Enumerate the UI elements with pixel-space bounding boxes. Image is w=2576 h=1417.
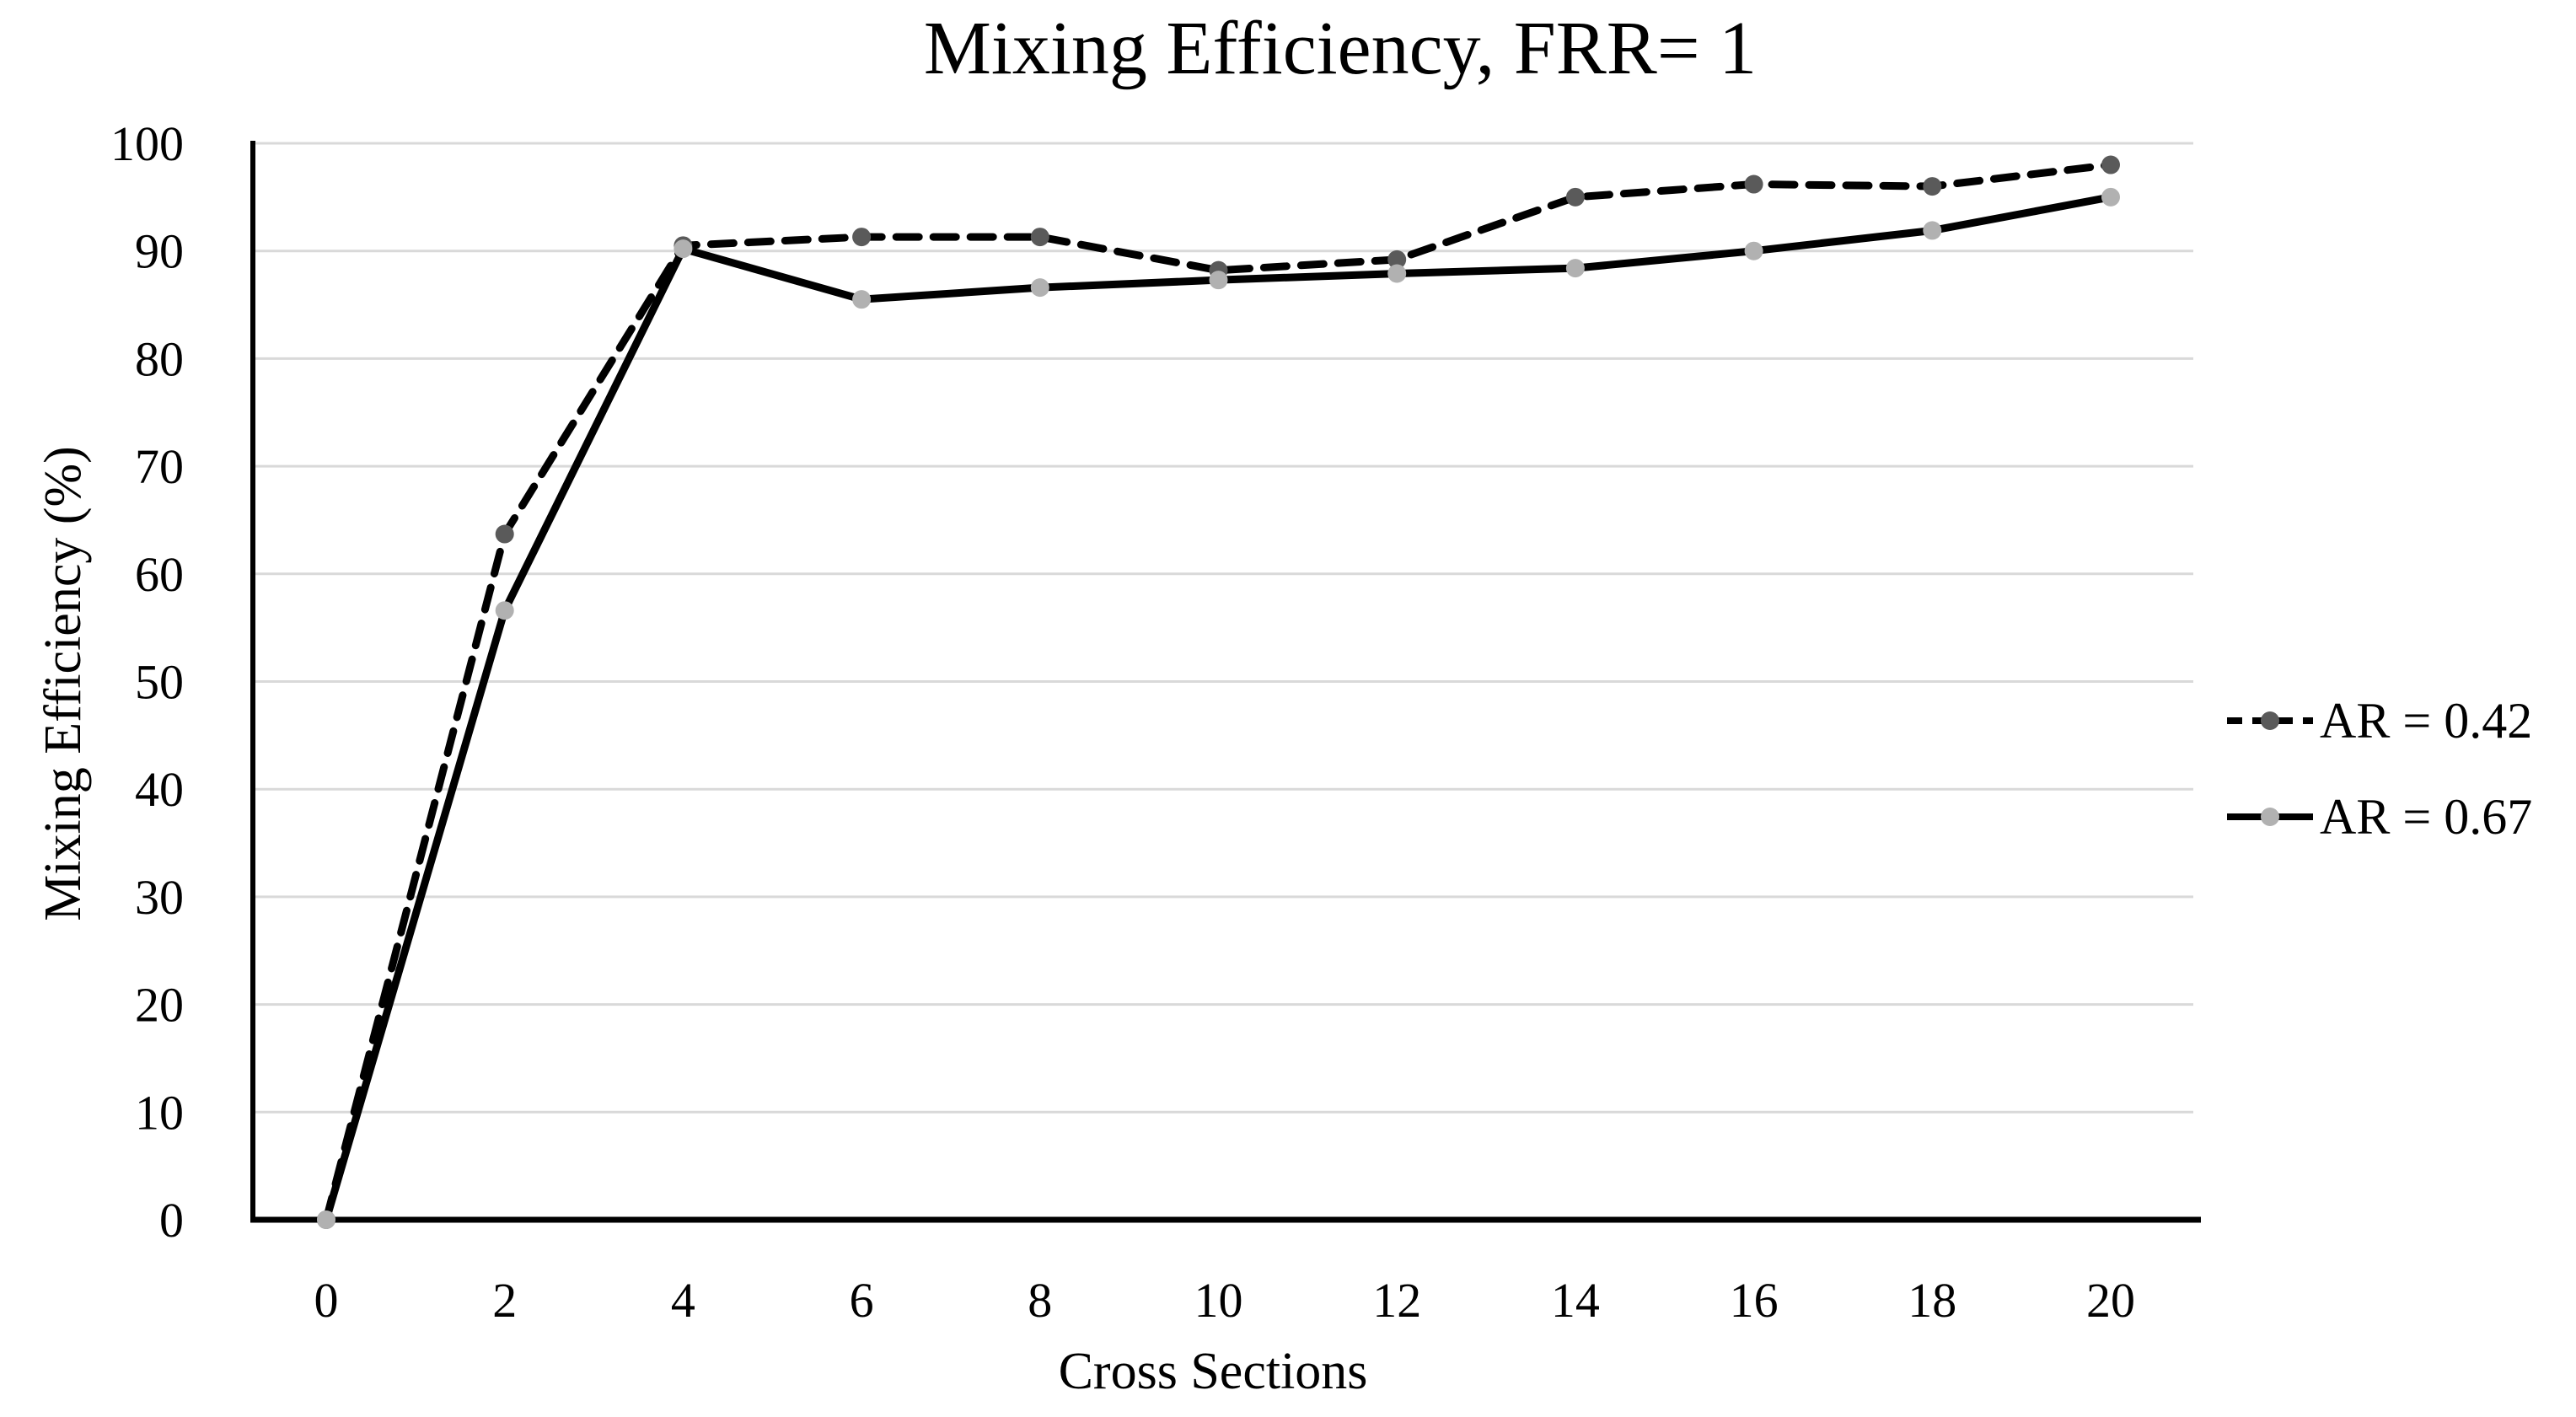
legend-label-ar-042: AR = 0.42 [2320,692,2533,749]
legend-sample-marker [2261,808,2279,826]
y-tick-label-50: 50 [135,655,184,710]
legend: AR = 0.42 AR = 0.67 [2227,690,2532,848]
y-tick-label-30: 30 [135,870,184,925]
y-tick-label-20: 20 [135,978,184,1033]
data-point-ar-0.67-x2 [495,601,514,620]
data-point-ar-0.67-x20 [2101,187,2120,207]
data-point-ar-0.42-x8 [1030,228,1049,247]
data-point-ar-0.67-x0 [317,1210,335,1229]
y-tick-label-10: 10 [135,1085,184,1140]
legend-item-ar-067: AR = 0.67 [2227,786,2532,848]
y-tick-label-60: 60 [135,547,184,602]
data-point-ar-0.67-x12 [1387,264,1407,283]
x-tick-label-0: 0 [314,1273,339,1328]
x-tick-label-18: 18 [1908,1273,1956,1328]
data-point-ar-0.67-x18 [1923,221,1942,240]
x-tick-label-4: 4 [671,1273,695,1328]
data-point-ar-0.42-x14 [1565,187,1585,207]
x-tick-label-10: 10 [1194,1273,1243,1328]
data-point-ar-0.67-x10 [1209,271,1228,290]
x-tick-label-20: 20 [2086,1273,2135,1328]
y-tick-label-40: 40 [135,762,184,817]
data-point-ar-0.42-x6 [852,228,872,247]
data-point-ar-0.67-x16 [1744,241,1763,260]
data-point-ar-0.67-x6 [852,290,872,309]
x-tick-label-14: 14 [1551,1273,1600,1328]
y-tick-label-80: 80 [135,331,184,386]
x-tick-label-16: 16 [1730,1273,1779,1328]
y-tick-label-100: 100 [110,116,184,171]
y-tick-label-70: 70 [135,439,184,494]
data-point-ar-0.42-x20 [2101,155,2120,174]
legend-label-ar-067: AR = 0.67 [2320,788,2533,845]
legend-line-sample-dashed [2227,711,2313,730]
data-point-ar-0.42-x12 [1387,250,1407,269]
legend-item-ar-042: AR = 0.42 [2227,690,2532,752]
legend-line-sample-solid [2227,808,2313,826]
x-tick-label-8: 8 [1028,1273,1052,1328]
y-tick-label-0: 0 [159,1193,184,1248]
x-axis-title: Cross Sections [1058,1343,1368,1400]
data-point-ar-0.67-x8 [1030,278,1049,298]
data-point-ar-0.42-x2 [495,524,514,544]
data-point-ar-0.42-x18 [1923,177,1942,196]
y-axis-title: Mixing Efficiency (%) [35,446,92,921]
x-tick-label-6: 6 [850,1273,874,1328]
data-point-ar-0.42-x16 [1744,174,1763,194]
series-line-ar-0.42 [322,161,2115,1224]
y-tick-label-90: 90 [135,224,184,279]
x-tick-label-12: 12 [1372,1273,1421,1328]
legend-sample-marker [2261,711,2279,730]
x-tick-label-2: 2 [492,1273,517,1328]
data-point-ar-0.67-x14 [1565,259,1585,278]
chart-title: Mixing Efficiency, FRR= 1 [923,7,1758,90]
series-line-ar-0.67 [322,193,2115,1224]
data-point-ar-0.67-x4 [674,239,693,259]
